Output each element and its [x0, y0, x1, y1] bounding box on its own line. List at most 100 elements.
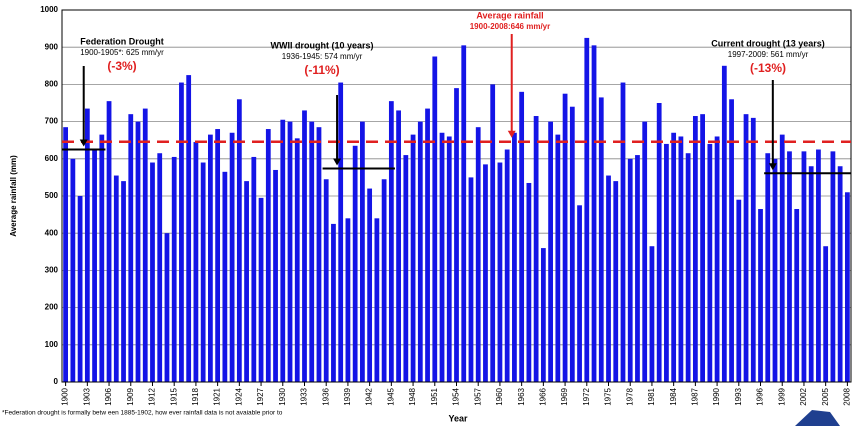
bar	[837, 166, 843, 382]
bar	[446, 136, 452, 382]
x-tick-label: 1909	[126, 387, 135, 405]
bar	[642, 121, 648, 382]
bar	[526, 182, 532, 382]
bar	[367, 188, 373, 382]
x-tick-label: 1975	[604, 387, 613, 405]
x-tick-label: 1942	[365, 387, 374, 405]
x-tick-label: 1969	[560, 387, 569, 405]
bar	[113, 175, 119, 382]
bar	[200, 162, 206, 382]
bar	[635, 155, 640, 382]
bar	[171, 156, 177, 382]
drought-title: Federation Drought	[80, 36, 164, 46]
bar	[425, 108, 430, 382]
bar	[396, 110, 401, 382]
x-tick-label: 2002	[799, 387, 808, 405]
x-tick-label: 1990	[712, 387, 721, 405]
bar	[577, 205, 582, 382]
x-tick-label: 1972	[582, 387, 591, 405]
bar	[150, 162, 155, 382]
bar	[656, 103, 662, 382]
bar	[265, 129, 271, 382]
bar	[454, 88, 459, 383]
x-tick-label: 1933	[300, 387, 309, 405]
bar	[714, 136, 720, 382]
x-tick-label: 1900	[61, 387, 70, 405]
x-tick-label: 1996	[756, 387, 765, 405]
bar	[63, 127, 69, 383]
x-tick-label: 1981	[647, 387, 656, 405]
y-axis-label: Average rainfall (mm)	[9, 155, 18, 237]
bar	[70, 158, 76, 382]
bar	[649, 246, 655, 382]
x-tick-label: 1927	[256, 387, 265, 405]
bar	[555, 134, 561, 382]
x-axis-label: Year	[448, 413, 468, 423]
bar	[388, 101, 394, 382]
bar	[584, 37, 590, 383]
y-tick-label: 900	[45, 42, 59, 51]
x-tick-label: 1948	[408, 387, 417, 405]
bar	[606, 175, 611, 382]
bar	[222, 171, 228, 382]
bar	[779, 134, 785, 382]
bar	[345, 218, 351, 382]
bar	[772, 158, 778, 382]
bar	[598, 97, 604, 383]
drought-title: WWII drought (10 years)	[270, 40, 373, 50]
bar	[490, 84, 496, 383]
drought-arrow-head	[333, 158, 342, 166]
bar	[808, 166, 814, 382]
bar	[374, 218, 380, 382]
bar	[381, 179, 387, 382]
x-tick-label: 1903	[82, 387, 91, 405]
bar	[338, 82, 344, 382]
bar	[121, 181, 126, 382]
bar	[331, 223, 336, 382]
drought-change: (-3%)	[107, 59, 136, 73]
y-tick-label: 800	[45, 80, 59, 89]
bar	[707, 143, 713, 382]
y-tick-label: 700	[45, 117, 59, 126]
x-tick-label: 1930	[278, 387, 287, 405]
bar	[157, 153, 163, 382]
x-tick-label: 1924	[234, 387, 243, 405]
bar	[229, 132, 235, 382]
bar	[548, 121, 553, 382]
y-tick-label: 500	[45, 191, 59, 200]
bar	[128, 114, 134, 382]
average-text: 1900-2008:646 mm/yr	[470, 22, 551, 31]
x-tick-label: 1987	[690, 387, 699, 405]
bar	[439, 132, 445, 382]
bar	[179, 82, 184, 382]
bar	[533, 116, 539, 383]
bar	[540, 248, 546, 382]
bar	[794, 209, 800, 382]
x-tick-label: 1912	[148, 387, 157, 405]
bar	[671, 132, 677, 382]
bar	[244, 181, 249, 382]
drought-change: (-11%)	[304, 63, 339, 77]
logo	[795, 410, 840, 426]
bar	[483, 164, 488, 382]
bar	[613, 181, 619, 382]
bar	[208, 134, 213, 382]
x-tick-label: 1957	[473, 387, 482, 405]
x-tick-label: 1960	[495, 387, 504, 405]
x-tick-label: 2005	[821, 387, 830, 405]
bar	[164, 233, 170, 382]
bar	[512, 132, 517, 382]
y-tick-label: 600	[45, 154, 59, 163]
bar	[758, 209, 763, 382]
bar	[106, 101, 112, 382]
bar	[273, 169, 278, 382]
bar	[678, 136, 684, 382]
bar	[700, 114, 705, 382]
bar	[258, 197, 264, 382]
bar	[721, 65, 727, 383]
drought-text: 1900-1905*: 625 mm/yr	[80, 48, 164, 57]
y-tick-label: 200	[45, 303, 59, 312]
bar	[844, 192, 850, 382]
bar	[142, 108, 148, 382]
